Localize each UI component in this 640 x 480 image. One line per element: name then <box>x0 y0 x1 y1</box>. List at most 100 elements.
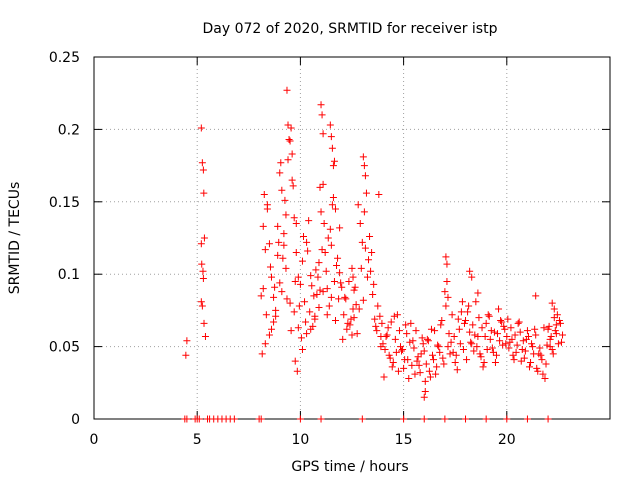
data-point <box>369 290 377 298</box>
data-point <box>395 327 403 335</box>
data-point <box>412 327 420 335</box>
data-point <box>435 343 443 351</box>
data-point <box>402 321 410 329</box>
data-point <box>362 189 370 197</box>
data-point <box>334 254 342 262</box>
y-tick-label: 0 <box>71 412 80 428</box>
data-point <box>360 162 368 170</box>
data-point <box>491 359 499 367</box>
data-point <box>550 314 558 322</box>
data-point <box>468 340 476 348</box>
data-point <box>431 327 439 335</box>
data-point <box>262 311 270 319</box>
data-point <box>383 331 391 339</box>
data-point <box>414 353 422 361</box>
data-point <box>403 330 411 338</box>
data-point <box>539 370 547 378</box>
data-point <box>501 325 509 333</box>
data-point <box>477 353 485 361</box>
data-point <box>443 260 451 268</box>
data-point <box>195 415 203 423</box>
data-point <box>328 201 336 209</box>
data-point <box>283 86 291 94</box>
data-point <box>387 318 395 326</box>
data-point <box>340 311 348 319</box>
x-tick-label: 5 <box>193 432 202 448</box>
data-point <box>540 324 548 332</box>
data-point <box>291 357 299 365</box>
data-point <box>552 330 560 338</box>
data-point <box>532 331 540 339</box>
data-point <box>282 264 290 272</box>
y-axis-label: SRMTID / TECUs <box>7 182 23 295</box>
data-point <box>257 292 265 300</box>
data-point <box>552 321 560 329</box>
data-point <box>547 332 555 340</box>
data-point <box>261 340 269 348</box>
data-point <box>356 220 364 228</box>
data-point <box>410 344 418 352</box>
data-point <box>348 331 356 339</box>
data-point <box>444 293 452 301</box>
data-point <box>437 321 445 329</box>
data-point <box>306 308 314 316</box>
data-point <box>474 289 482 297</box>
data-point <box>311 315 319 323</box>
y-tick-label: 0.25 <box>49 50 80 66</box>
data-point <box>316 286 324 294</box>
data-point <box>407 319 415 327</box>
data-point <box>424 337 432 345</box>
data-point <box>308 282 316 290</box>
data-point <box>318 246 326 254</box>
data-point <box>359 296 367 304</box>
data-point <box>199 275 207 283</box>
data-point <box>520 354 528 362</box>
data-point <box>521 347 529 355</box>
data-point <box>346 321 354 329</box>
data-point <box>430 356 438 364</box>
data-point <box>385 351 393 359</box>
data-point <box>505 344 513 352</box>
data-point <box>293 367 301 375</box>
data-point <box>497 317 505 325</box>
data-point <box>303 238 311 246</box>
data-point <box>319 288 327 296</box>
data-point <box>275 238 283 246</box>
data-point <box>456 340 464 348</box>
data-point <box>462 415 470 423</box>
data-point <box>496 337 504 345</box>
data-point <box>303 330 311 338</box>
data-point <box>534 367 542 375</box>
data-point <box>284 121 292 129</box>
data-point <box>451 359 459 367</box>
data-point <box>315 304 323 312</box>
data-point <box>476 350 484 358</box>
data-point <box>320 220 328 228</box>
data-point <box>449 348 457 356</box>
data-point <box>450 332 458 340</box>
data-point <box>321 248 329 256</box>
data-point <box>392 348 400 356</box>
data-point <box>442 302 450 310</box>
data-point <box>358 415 366 423</box>
data-point <box>276 169 284 177</box>
data-point <box>536 344 544 352</box>
data-point <box>280 241 288 249</box>
data-point <box>380 373 388 381</box>
data-point <box>363 273 371 281</box>
data-point <box>391 335 399 343</box>
data-point <box>390 312 398 320</box>
data-point <box>331 317 339 325</box>
data-point <box>257 415 265 423</box>
data-point <box>259 222 267 230</box>
data-point <box>484 311 492 319</box>
data-point <box>441 415 449 423</box>
data-point <box>330 157 338 165</box>
data-point <box>428 351 436 359</box>
data-point <box>489 348 497 356</box>
data-point <box>368 248 376 256</box>
data-point <box>425 367 433 375</box>
data-point <box>478 324 486 332</box>
data-point <box>413 357 421 365</box>
